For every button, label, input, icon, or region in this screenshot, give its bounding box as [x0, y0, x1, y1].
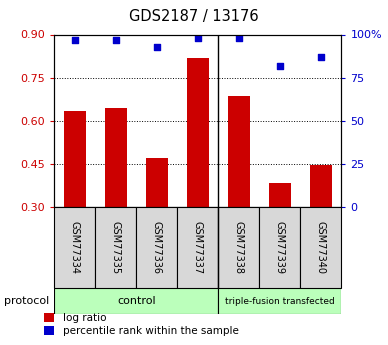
Bar [300, 207, 341, 288]
Text: protocol: protocol [4, 296, 49, 306]
Bar [268, 183, 291, 207]
Bar [54, 207, 95, 288]
Text: control: control [117, 296, 156, 306]
Bar [218, 288, 341, 314]
Legend: log ratio, percentile rank within the sample: log ratio, percentile rank within the sa… [44, 313, 239, 336]
Bar [64, 111, 86, 207]
Point [113, 37, 119, 42]
Point [318, 54, 324, 60]
Point [236, 35, 242, 41]
Bar [146, 158, 168, 207]
Bar [187, 58, 209, 207]
Text: GSM77337: GSM77337 [193, 221, 203, 274]
Point [195, 35, 201, 41]
Bar [54, 288, 218, 314]
Bar [136, 207, 177, 288]
Bar [177, 207, 218, 288]
Text: GSM77334: GSM77334 [70, 221, 80, 274]
Text: GSM77336: GSM77336 [152, 221, 162, 274]
Bar [260, 207, 300, 288]
Bar [218, 207, 260, 288]
Bar [105, 108, 127, 207]
Point [72, 37, 78, 42]
Point [277, 63, 283, 68]
Point [154, 44, 160, 49]
Text: GSM77340: GSM77340 [316, 221, 326, 274]
Text: GSM77339: GSM77339 [275, 221, 285, 274]
Text: GDS2187 / 13176: GDS2187 / 13176 [129, 9, 259, 23]
Text: GSM77335: GSM77335 [111, 221, 121, 274]
Text: triple-fusion transfected: triple-fusion transfected [225, 296, 335, 306]
Text: GSM77338: GSM77338 [234, 221, 244, 274]
Bar [95, 207, 136, 288]
Bar [228, 96, 250, 207]
Bar [310, 165, 332, 207]
